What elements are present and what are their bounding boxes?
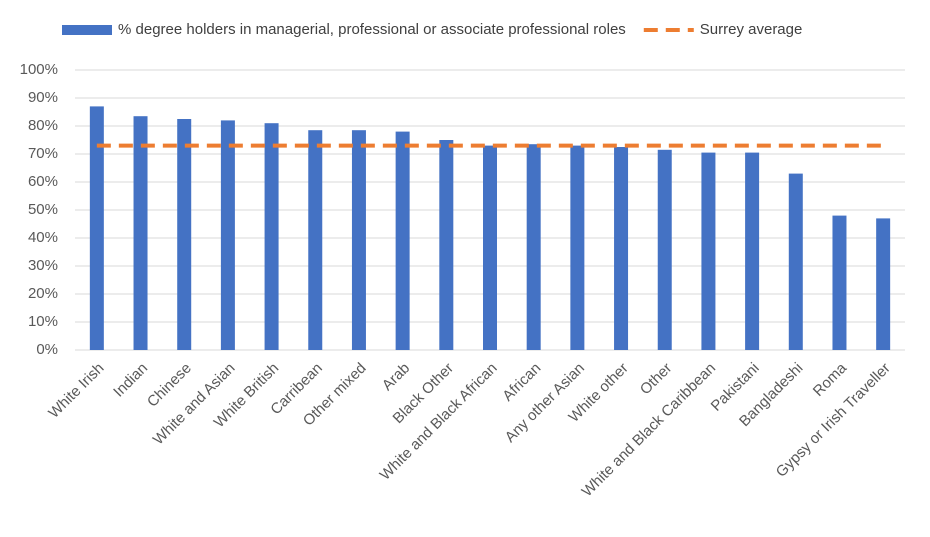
bar (483, 145, 497, 350)
bar (745, 152, 760, 350)
y-tick-label: 100% (20, 61, 58, 78)
y-tick-label: 60% (28, 173, 58, 190)
x-tick-label: Roma (810, 359, 851, 400)
bar (439, 140, 454, 350)
bar (614, 147, 629, 350)
legend: % degree holders in managerial, professi… (62, 21, 802, 38)
bar (788, 173, 803, 350)
bar (832, 215, 847, 350)
y-tick-label: 0% (36, 341, 58, 358)
x-tick-label: Indian (110, 360, 151, 401)
bar (351, 130, 366, 350)
x-tick-label: White Irish (45, 360, 107, 422)
y-tick-label: 10% (28, 313, 58, 330)
bar (177, 119, 192, 350)
x-tick-label: Other (637, 360, 676, 399)
bar (264, 123, 279, 350)
x-tick-label: Any other Asian (502, 360, 588, 446)
y-tick-label: 80% (28, 117, 58, 134)
y-tick-label: 30% (28, 257, 58, 274)
y-tick-label: 70% (28, 145, 58, 162)
bar (133, 116, 148, 350)
x-tick-label: Arab (379, 360, 413, 394)
bar (876, 218, 891, 350)
bar (570, 145, 585, 350)
y-tick-label: 40% (28, 229, 58, 246)
bar (526, 144, 541, 350)
legend-label: % degree holders in managerial, professi… (118, 21, 626, 38)
bar (657, 149, 672, 350)
y-tick-label: 20% (28, 285, 58, 302)
bar (89, 106, 104, 351)
bar (308, 130, 323, 350)
y-tick-label: 50% (28, 201, 58, 218)
legend-label: Surrey average (700, 21, 803, 38)
bar (701, 152, 716, 350)
legend-swatch (62, 25, 112, 35)
y-tick-label: 90% (28, 89, 58, 106)
bar (220, 120, 235, 351)
bar (395, 131, 410, 350)
